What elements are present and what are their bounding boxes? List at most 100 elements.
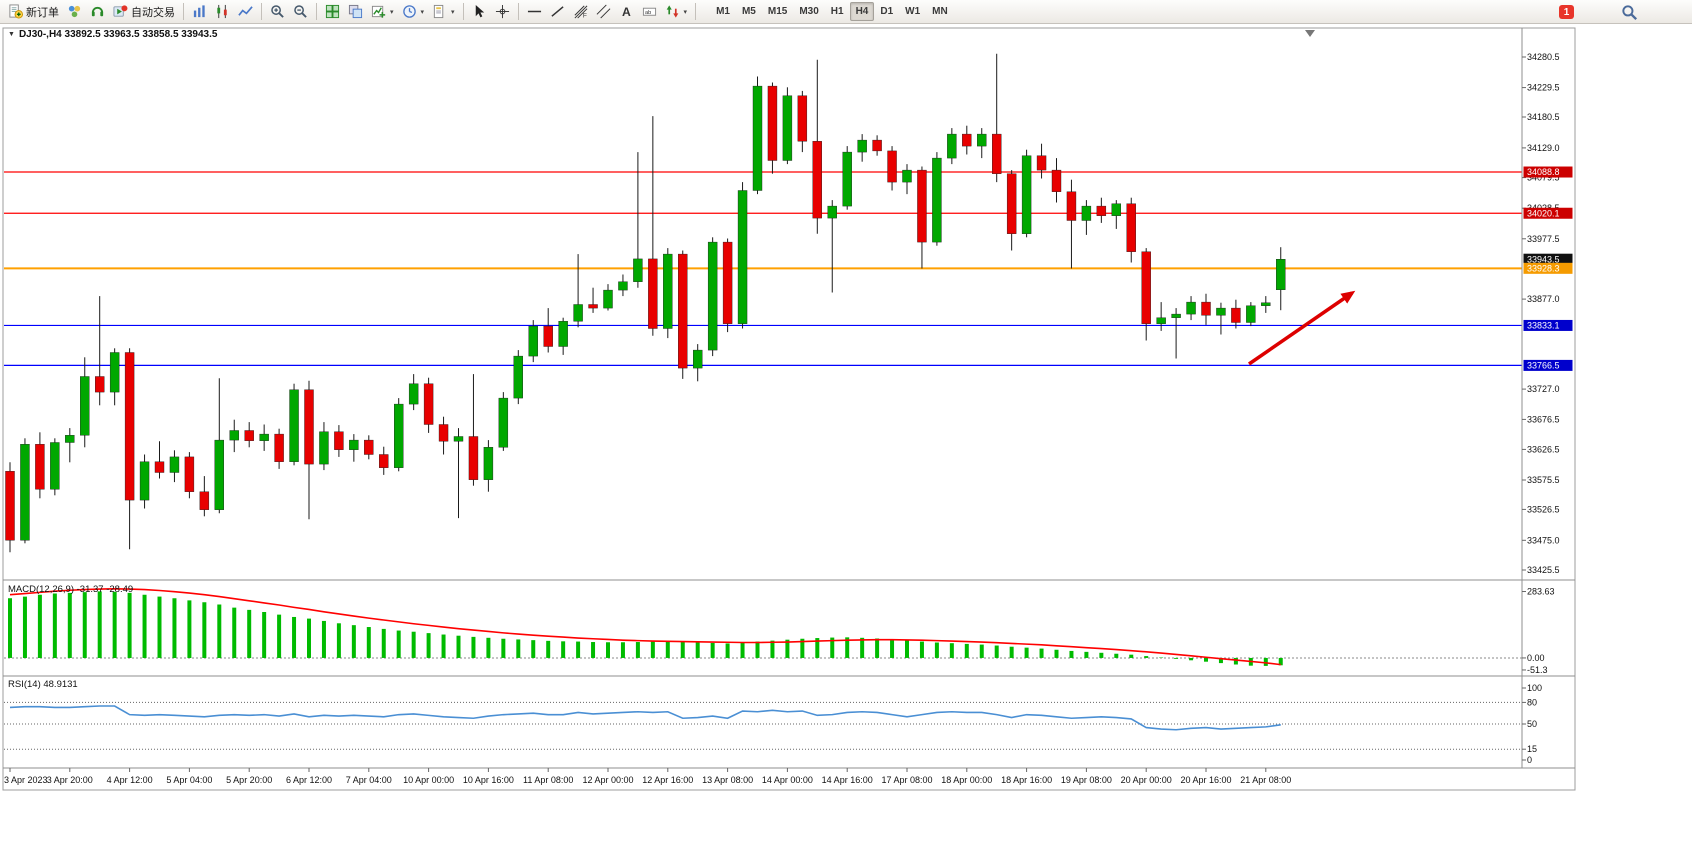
candle-bull — [902, 169, 912, 183]
text-button[interactable]: A — [615, 0, 638, 23]
candlesticks — [5, 53, 1286, 553]
candle-bull — [483, 447, 494, 480]
time-axis-label: 14 Apr 16:00 — [822, 775, 873, 785]
candle-bull — [80, 376, 90, 436]
candle-bear — [364, 439, 374, 455]
trendline-button[interactable] — [546, 0, 569, 23]
candle-bull — [752, 85, 763, 191]
timeframe-m30[interactable]: M30 — [799, 6, 819, 17]
auto-trading-label: 自动交易 — [131, 6, 175, 19]
toolbar-separator — [183, 3, 184, 20]
candle-bear — [992, 133, 1002, 174]
candle-bull — [498, 397, 509, 448]
candle-bear — [767, 85, 778, 161]
candle-bear — [1036, 155, 1047, 171]
new-order-button[interactable]: 新订单 — [4, 0, 63, 23]
market-watch-icon — [67, 4, 82, 19]
candle-bull — [633, 258, 643, 282]
price-axis-label: 34280.5 — [1527, 52, 1560, 62]
candle-bear — [797, 95, 808, 142]
cascade-windows-button[interactable] — [344, 0, 367, 23]
candle-bear — [274, 433, 284, 462]
price-tag-resistance — [1523, 207, 1573, 219]
zoom-out-button[interactable] — [289, 0, 312, 23]
timeframe-w1[interactable]: W1 — [905, 6, 921, 17]
candle-bear — [917, 169, 927, 243]
timeframe-mn[interactable]: MN — [932, 6, 948, 17]
candle-bear — [1066, 191, 1077, 221]
cursor-button[interactable] — [468, 0, 491, 23]
candle-bear — [962, 133, 972, 147]
time-axis-label: 10 Apr 16:00 — [463, 775, 514, 785]
chart-shift-marker-icon[interactable] — [1305, 30, 1315, 37]
timeframe-h4[interactable]: H4 — [849, 2, 875, 21]
svg-text:F: F — [582, 13, 586, 19]
chevron-down-icon[interactable]: ▾ — [451, 8, 455, 16]
candle-bull — [1156, 317, 1166, 324]
rsi-axis-label: 50 — [1527, 719, 1537, 729]
candle-bull — [1276, 259, 1286, 291]
horizontal-line-button[interactable] — [523, 0, 546, 23]
candle-bear — [244, 430, 254, 441]
chart-line-button[interactable] — [234, 0, 257, 23]
time-axis-label: 4 Apr 12:00 — [107, 775, 153, 785]
rsi-axis-label: 15 — [1527, 744, 1537, 754]
market-watch-button[interactable] — [63, 0, 86, 23]
trend-arrow[interactable] — [1248, 290, 1356, 366]
tile-windows-button[interactable] — [321, 0, 344, 23]
chevron-down-icon[interactable]: ▾ — [390, 8, 394, 16]
timeframe-m1[interactable]: M1 — [716, 6, 730, 17]
text-label-button[interactable]: ab — [638, 0, 661, 23]
price-tag-last-price — [1523, 253, 1573, 265]
time-axis-label: 18 Apr 00:00 — [941, 775, 992, 785]
sound-alerts-button[interactable] — [86, 0, 109, 23]
text-icon: A — [619, 4, 634, 19]
templates-button[interactable]: ▾ — [428, 0, 459, 23]
hline-icon — [527, 4, 542, 19]
time-axis-label: 5 Apr 04:00 — [166, 775, 212, 785]
price-axis-label: 33676.5 — [1527, 414, 1560, 424]
timeframe-h1[interactable]: H1 — [830, 6, 844, 17]
candle-bull — [663, 253, 673, 329]
candle-bull — [782, 95, 793, 161]
zoom-in-button[interactable] — [266, 0, 289, 23]
candle-bull — [349, 439, 359, 450]
crosshair-button[interactable] — [491, 0, 514, 23]
time-axis[interactable]: 3 Apr 2023 3 Apr 20:00 4 Apr 12:00 5 Apr 04… — [4, 768, 1291, 785]
price-tag-label: 33928.3 — [1527, 264, 1560, 274]
candle-bull — [707, 241, 718, 351]
auto-trading-button[interactable]: 自动交易 — [109, 0, 179, 23]
candle-bear — [1201, 301, 1211, 316]
chart-candles-button[interactable] — [211, 0, 234, 23]
new-chart-button[interactable]: ▾ — [367, 0, 398, 23]
fibonacci-button[interactable]: F — [569, 0, 592, 23]
trendline-icon — [550, 4, 565, 19]
price-axis-label: 33575.5 — [1527, 475, 1560, 485]
rsi-indicator-label: RSI(14) 48.9131 — [8, 679, 78, 690]
candle-bull — [139, 461, 150, 501]
candle-bull — [827, 205, 837, 219]
candle-bear — [199, 491, 210, 510]
arrows-button[interactable]: ▾ — [661, 0, 692, 23]
search-button[interactable] — [1621, 4, 1638, 21]
timeframe-d1[interactable]: D1 — [880, 6, 894, 17]
periods-button[interactable]: ▾ — [398, 0, 429, 23]
symbol-menu-icon[interactable]: ▼ — [8, 31, 15, 38]
macd-panel — [4, 588, 1522, 666]
timeframe-m15[interactable]: M15 — [767, 6, 788, 17]
notification-badge[interactable]: 1 — [1559, 5, 1574, 19]
timeframe-m5[interactable]: M5 — [741, 6, 756, 17]
chart-bars-button[interactable] — [188, 0, 211, 23]
candle-bull — [857, 139, 867, 153]
candle-bear — [423, 383, 434, 425]
chevron-down-icon[interactable]: ▾ — [420, 8, 425, 16]
chevron-down-icon[interactable]: ▾ — [683, 8, 688, 16]
price-axis[interactable]: 34280.534229.534180.534129.034079.534028… — [1522, 52, 1573, 765]
candle-bear — [722, 241, 733, 324]
toolbar-separator — [316, 3, 317, 20]
new-order-icon — [8, 4, 23, 19]
equidistant-channel-button[interactable] — [592, 0, 615, 23]
candle-bull — [573, 304, 583, 322]
search-icon — [1621, 4, 1638, 21]
